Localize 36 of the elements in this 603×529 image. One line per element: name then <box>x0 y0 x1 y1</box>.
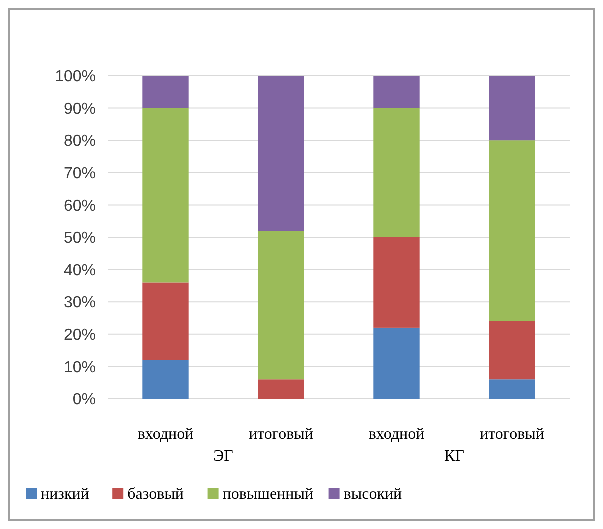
y-tick-label: 50% <box>64 230 96 248</box>
legend-label: высокий <box>344 486 403 503</box>
y-tick-label: 80% <box>64 133 96 150</box>
bar <box>142 76 189 108</box>
legend-label: повышенный <box>222 486 314 503</box>
bar <box>258 231 304 380</box>
y-tick-label: 0% <box>72 392 96 409</box>
y-tick-label: 10% <box>64 359 96 376</box>
bar <box>142 108 189 283</box>
y-tick-label: 100% <box>55 68 96 86</box>
bar <box>489 380 536 399</box>
bar <box>489 76 536 141</box>
x-tick-label: входной <box>368 426 426 443</box>
legend-label: базовый <box>128 486 184 503</box>
x-tick-label: итоговый <box>249 426 314 443</box>
x-tick-label: входной <box>138 426 194 443</box>
bar <box>142 360 189 399</box>
x-tick-label: итоговый <box>480 426 545 443</box>
bar <box>374 108 420 238</box>
bar <box>374 76 420 108</box>
bar <box>258 380 304 399</box>
bar <box>258 76 304 232</box>
text: КГ <box>444 448 464 465</box>
bar <box>489 321 536 380</box>
bar <box>489 140 536 322</box>
y-tick-label: 60% <box>64 198 96 215</box>
bar <box>142 282 189 360</box>
y-tick-label: 40% <box>64 262 96 280</box>
legend-label: низкий <box>41 486 90 503</box>
bar <box>374 238 420 328</box>
y-tick-label: 30% <box>64 294 96 312</box>
y-tick-label: 70% <box>64 166 96 182</box>
y-tick-label: 90% <box>64 100 96 118</box>
bar <box>374 328 420 399</box>
text: ЭГ <box>214 448 234 465</box>
y-tick-label: 20% <box>64 327 96 344</box>
